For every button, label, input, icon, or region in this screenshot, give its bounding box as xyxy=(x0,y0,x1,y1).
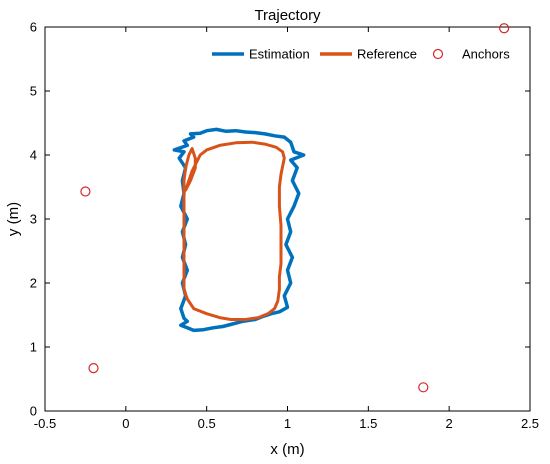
anchor-point xyxy=(499,23,510,34)
anchor-point xyxy=(418,382,429,393)
x-tick-label: 2 xyxy=(446,416,453,431)
legend-label: Anchors xyxy=(462,47,510,62)
chart-title: Trajectory xyxy=(254,7,321,24)
legend-swatch xyxy=(432,48,444,60)
x-tick-label: 2.5 xyxy=(521,416,539,431)
x-tick-label: -0.5 xyxy=(34,416,56,431)
x-tick-label: 0.5 xyxy=(198,416,216,431)
x-tick-label: 1 xyxy=(284,416,291,431)
legend-entry-estimation: Estimation xyxy=(212,47,310,62)
legend-entry-anchors: Anchors xyxy=(432,47,510,62)
y-axis-label: y (m) xyxy=(5,202,22,236)
y-tick-label: 3 xyxy=(30,212,37,227)
y-tick-label: 4 xyxy=(30,148,37,163)
legend-entry-reference: Reference xyxy=(320,47,417,62)
y-tick-label: 2 xyxy=(30,276,37,291)
legend: Estimation Reference Anchors xyxy=(212,47,510,62)
data-layer xyxy=(80,23,510,393)
anchor-point xyxy=(88,363,99,374)
legend-label: Reference xyxy=(357,47,417,62)
y-tick-label: 6 xyxy=(30,20,37,35)
x-tick-label: 1.5 xyxy=(359,416,377,431)
x-tick-label: 0 xyxy=(122,416,129,431)
y-tick-label: 1 xyxy=(30,340,37,355)
y-tick-label: 5 xyxy=(30,84,37,99)
legend-label: Estimation xyxy=(249,47,310,62)
x-axis-label: x (m) xyxy=(270,441,304,458)
y-tick-label: 0 xyxy=(30,404,37,419)
series-line-reference xyxy=(182,140,286,321)
anchor-point xyxy=(80,186,91,197)
